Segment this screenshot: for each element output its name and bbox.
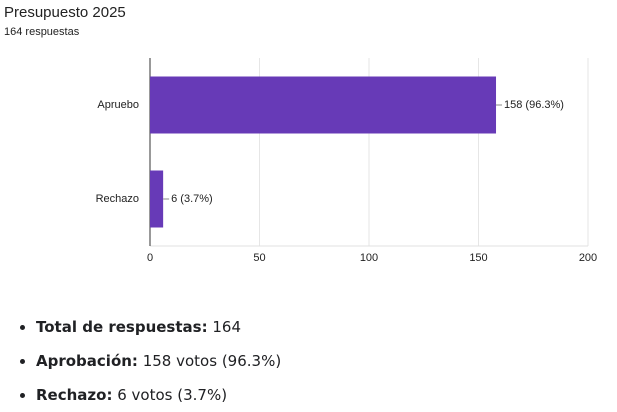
x-tick-label: 100 (360, 252, 378, 264)
summary-list: Total de respuestas: 164 Aprobación: 158… (0, 310, 281, 412)
x-tick-label: 200 (579, 252, 597, 264)
bar (150, 76, 497, 134)
x-tick-label: 50 (253, 252, 265, 264)
y-tick-label: Rechazo (96, 193, 139, 205)
chart: Presupuesto 2025 164 respuestas 0 50 100 15… (4, 4, 597, 264)
summary-item: Total de respuestas: 164 (36, 310, 281, 344)
item-label: Rechazo: (36, 386, 113, 404)
summary-item: Rechazo: 6 votos (3.7%) (36, 378, 281, 412)
item-text: 158 votos (96.3%) (142, 352, 282, 370)
chart-title: Presupuesto 2025 (4, 4, 126, 21)
y-tick-label: Apruebo (97, 99, 139, 111)
bar (150, 170, 164, 228)
item-text: 164 (212, 318, 241, 336)
item-label: Total de respuestas: (36, 318, 208, 336)
value-label: 158 (96.3%) (504, 99, 564, 111)
chart-subtitle: 164 respuestas (4, 26, 80, 38)
item-label: Aprobación: (36, 352, 138, 370)
summary-item: Aprobación: 158 votos (96.3%) (36, 344, 281, 378)
item-text: 6 votos (3.7%) (117, 386, 228, 404)
value-label: 6 (3.7%) (171, 193, 213, 205)
x-tick-label: 0 (147, 252, 153, 264)
x-tick-label: 150 (469, 252, 487, 264)
